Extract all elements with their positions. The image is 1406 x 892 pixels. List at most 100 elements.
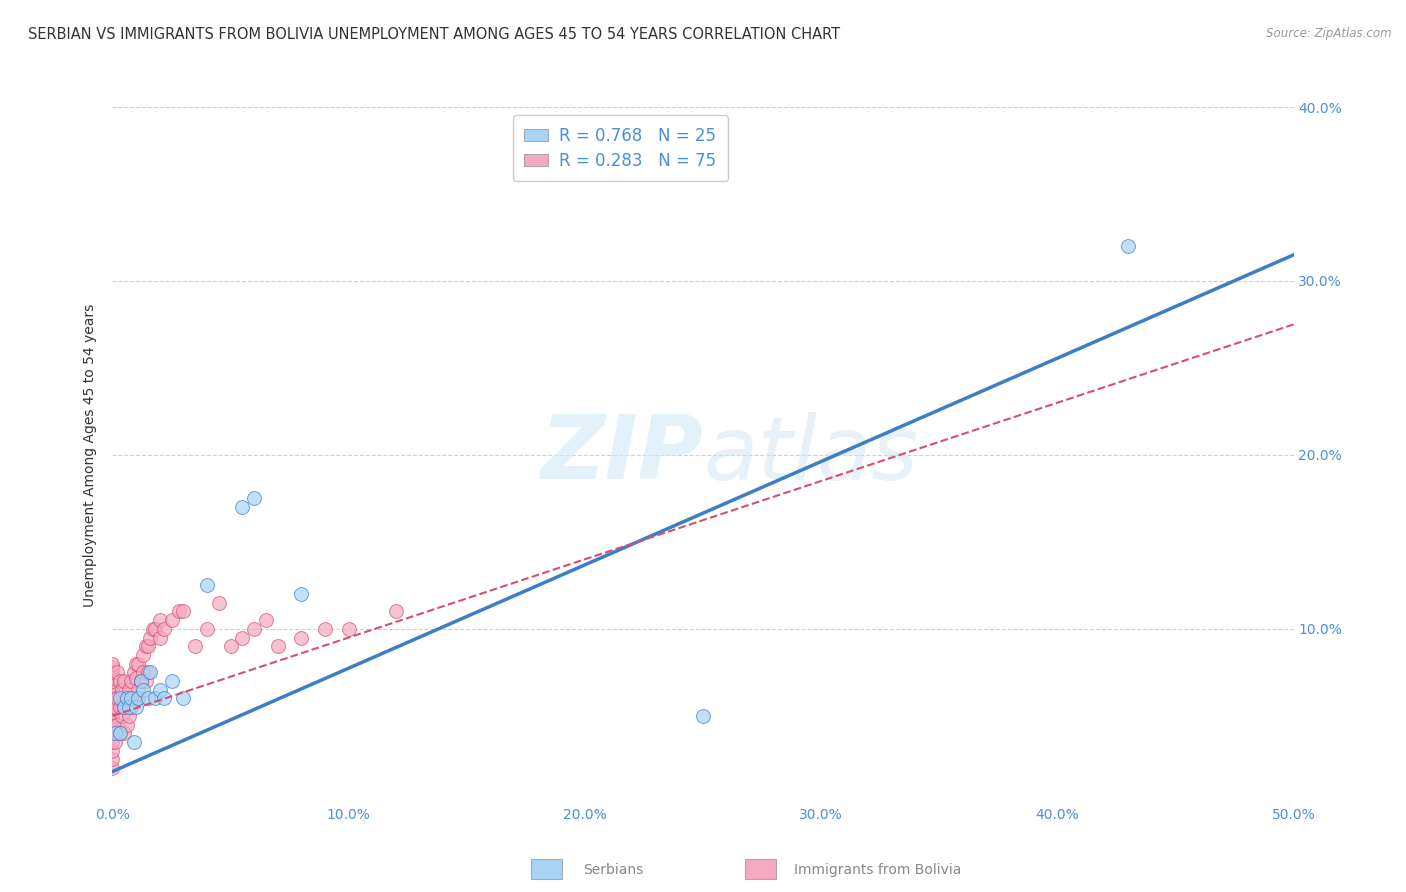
- Point: [101, 706, 124, 720]
- Point: [129, 674, 152, 689]
- Point: [101, 682, 124, 697]
- Point: [136, 639, 159, 653]
- Point: [112, 700, 135, 714]
- Point: [108, 674, 131, 689]
- Point: [135, 639, 157, 653]
- Point: [143, 622, 166, 636]
- Point: [195, 622, 218, 636]
- Point: [142, 622, 165, 636]
- Point: [101, 708, 124, 723]
- Point: [129, 674, 152, 689]
- Point: [101, 712, 124, 726]
- Text: Serbians: Serbians: [583, 863, 644, 877]
- Point: [108, 700, 131, 714]
- Point: [115, 691, 138, 706]
- Point: [101, 717, 124, 731]
- Point: [104, 735, 127, 749]
- Point: [101, 671, 124, 685]
- Point: [120, 674, 142, 689]
- Point: [127, 691, 149, 706]
- Point: [267, 639, 290, 653]
- Point: [101, 761, 124, 775]
- Point: [160, 613, 183, 627]
- Point: [160, 674, 183, 689]
- Y-axis label: Unemployment Among Ages 45 to 54 years: Unemployment Among Ages 45 to 54 years: [83, 303, 97, 607]
- Text: SERBIAN VS IMMIGRANTS FROM BOLIVIA UNEMPLOYMENT AMONG AGES 45 TO 54 YEARS CORREL: SERBIAN VS IMMIGRANTS FROM BOLIVIA UNEMP…: [28, 27, 841, 42]
- Point: [104, 726, 127, 740]
- Point: [118, 682, 141, 697]
- Point: [254, 613, 277, 627]
- Point: [290, 631, 312, 645]
- Legend: R = 0.768   N = 25, R = 0.283   N = 75: R = 0.768 N = 25, R = 0.283 N = 75: [513, 115, 728, 181]
- Point: [101, 691, 124, 706]
- Point: [153, 622, 176, 636]
- Point: [153, 691, 176, 706]
- Point: [172, 605, 194, 619]
- Point: [122, 735, 145, 749]
- Point: [136, 665, 159, 680]
- Point: [101, 660, 124, 674]
- Point: [337, 622, 360, 636]
- Point: [118, 700, 141, 714]
- Point: [101, 688, 124, 702]
- Point: [127, 682, 149, 697]
- Point: [208, 596, 231, 610]
- Point: [112, 674, 135, 689]
- Point: [115, 717, 138, 731]
- Point: [132, 648, 155, 662]
- Point: [101, 700, 124, 714]
- Point: [101, 726, 124, 740]
- Point: [692, 708, 714, 723]
- Point: [1116, 239, 1139, 253]
- Point: [120, 700, 142, 714]
- Point: [101, 723, 124, 737]
- Point: [125, 700, 148, 714]
- Point: [243, 622, 266, 636]
- Point: [385, 605, 408, 619]
- Point: [105, 691, 128, 706]
- Point: [108, 726, 131, 740]
- Point: [108, 691, 131, 706]
- Point: [231, 500, 253, 514]
- Point: [112, 726, 135, 740]
- Point: [149, 631, 172, 645]
- Point: [101, 735, 124, 749]
- Point: [111, 682, 134, 697]
- Point: [172, 691, 194, 706]
- Point: [135, 674, 157, 689]
- Text: Source: ZipAtlas.com: Source: ZipAtlas.com: [1267, 27, 1392, 40]
- Text: atlas: atlas: [703, 412, 918, 498]
- Point: [219, 639, 242, 653]
- Point: [122, 691, 145, 706]
- Point: [120, 691, 142, 706]
- Point: [195, 578, 218, 592]
- Point: [139, 631, 162, 645]
- Point: [125, 657, 148, 671]
- Point: [167, 605, 190, 619]
- Point: [149, 613, 172, 627]
- Point: [101, 752, 124, 766]
- Text: ZIP: ZIP: [540, 411, 703, 499]
- Point: [122, 665, 145, 680]
- Point: [314, 622, 336, 636]
- Point: [290, 587, 312, 601]
- Point: [108, 726, 131, 740]
- Point: [101, 674, 124, 689]
- Point: [127, 657, 149, 671]
- Point: [231, 631, 253, 645]
- Point: [125, 671, 148, 685]
- Point: [105, 665, 128, 680]
- Point: [112, 700, 135, 714]
- Point: [139, 665, 162, 680]
- Point: [149, 682, 172, 697]
- Point: [136, 691, 159, 706]
- Point: [101, 665, 124, 680]
- Point: [101, 744, 124, 758]
- Point: [115, 691, 138, 706]
- Point: [118, 708, 141, 723]
- Point: [184, 639, 207, 653]
- Text: Immigrants from Bolivia: Immigrants from Bolivia: [794, 863, 962, 877]
- Point: [132, 665, 155, 680]
- Point: [143, 691, 166, 706]
- Point: [104, 700, 127, 714]
